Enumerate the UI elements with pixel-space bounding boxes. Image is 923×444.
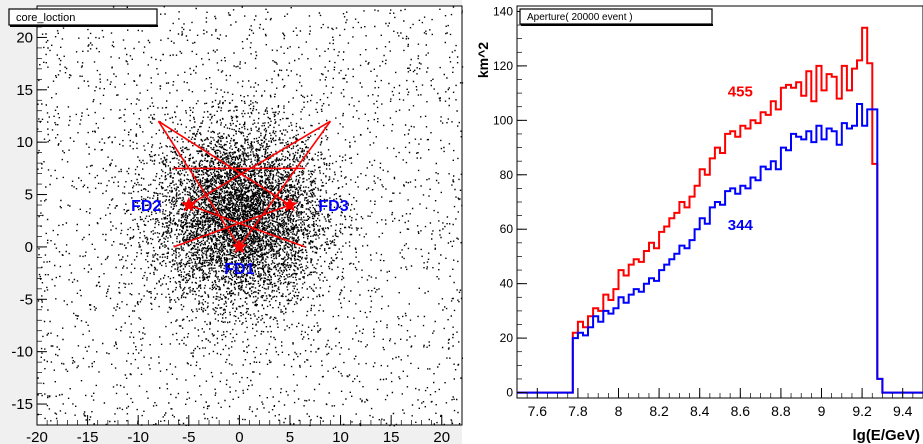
series-label-344: 344	[728, 217, 754, 234]
scatter-title: core_loction	[16, 12, 75, 24]
x-tick-label: -10	[127, 429, 149, 444]
fov-line-1	[238, 120, 332, 248]
y-tick-label: 80	[500, 168, 514, 182]
detector-marker-fd3	[282, 197, 298, 212]
y-tick-label: -10	[11, 344, 33, 361]
y-tick-label: 140	[493, 4, 513, 18]
x-tick-label: 0	[235, 429, 243, 444]
fov-line-5	[173, 204, 291, 248]
y-tick-label: 10	[16, 134, 33, 151]
x-tick-label: 20	[433, 429, 450, 444]
fov-line-2	[188, 120, 331, 206]
detector-marker-fd2	[181, 197, 197, 212]
scatter-points	[37, 6, 464, 427]
detector-label-fd2: FD2	[131, 198, 161, 215]
x-tick-label: -5	[182, 429, 195, 444]
x-tick-label: 9.4	[893, 403, 913, 419]
y-tick-label: -15	[11, 396, 33, 413]
y-axis-label: km^2	[475, 42, 491, 78]
histogram-title: Aperture( 20000 event )	[527, 12, 633, 23]
series-line-455	[517, 26, 923, 394]
y-tick-label: 20	[16, 29, 33, 46]
y-tick-label: 5	[25, 187, 33, 204]
y-tick-label: -5	[20, 291, 33, 308]
y-tick-label: 0	[506, 386, 513, 400]
x-tick-label: 8.2	[649, 403, 669, 419]
y-tick-label: 20	[500, 331, 514, 345]
x-tick-label: -15	[77, 429, 99, 444]
fov-line-4	[157, 120, 291, 206]
x-tick-label: 7.6	[528, 403, 548, 419]
x-tick-label: 8	[615, 403, 623, 419]
x-tick-label: 8.6	[731, 403, 751, 419]
detector-label-fd1: FD1	[224, 261, 254, 278]
y-tick-label: 0	[25, 239, 33, 256]
x-tick-label: 5	[286, 429, 294, 444]
y-tick-label: 40	[500, 277, 514, 291]
scatter-plot-area	[36, 5, 463, 426]
y-tick-label: 15	[16, 82, 33, 99]
series-line-344	[517, 103, 923, 394]
y-tick-label: 60	[500, 222, 514, 236]
y-tick-label: 100	[493, 113, 513, 127]
histogram-chart: 455 344 7.6 7.8 8 8.2 8.4 8.6 8.8 9 9.2 9.4 0 20 40 60 8…	[475, 4, 923, 444]
x-tick-label: 9.2	[852, 403, 872, 419]
x-tick-label: 9	[818, 403, 826, 419]
scatter-chart: FD1 FD2 FD3 -20 -15 -10 -5 0 5 10 15 20 -15 -10 -5 0 5 10…	[8, 5, 464, 444]
y-tick-label: 120	[493, 59, 513, 73]
x-tick-label: -20	[26, 429, 48, 444]
series-label-455: 455	[728, 83, 753, 100]
x-tick-label: 8.4	[690, 403, 710, 419]
x-tick-label: 8.8	[771, 403, 791, 419]
detector-label-fd3: FD3	[318, 198, 348, 215]
fov-line-0	[157, 120, 241, 248]
detector-marker-fd1	[231, 238, 247, 254]
x-axis-label: lg(E/GeV)	[852, 427, 920, 444]
x-tick-label: 15	[383, 429, 400, 444]
fov-line-3	[188, 204, 306, 248]
x-tick-label: 10	[332, 429, 349, 444]
x-tick-label: 7.8	[568, 403, 588, 419]
